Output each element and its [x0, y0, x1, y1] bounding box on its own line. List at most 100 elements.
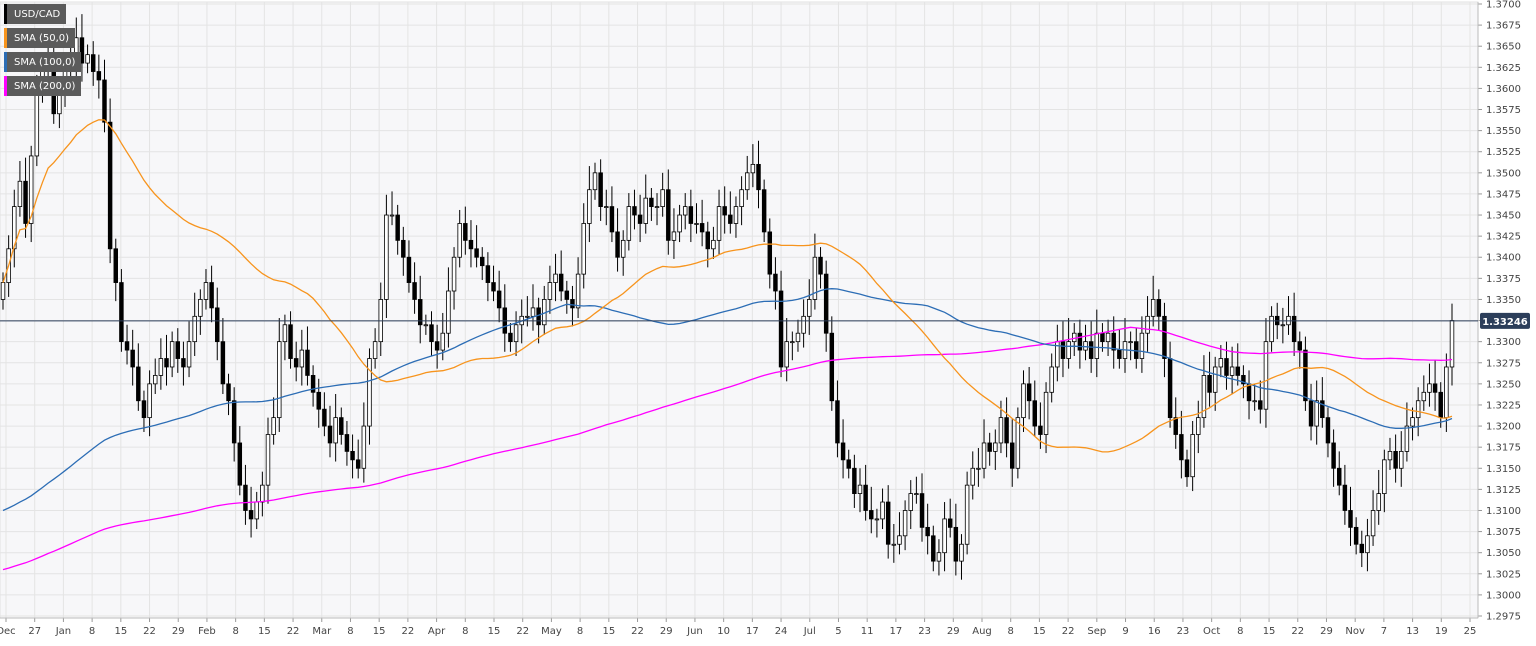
x-tick-label: 15: [373, 626, 386, 637]
x-tick-label: 23: [918, 626, 931, 637]
candle-body: [1241, 375, 1246, 385]
candle-body: [1083, 341, 1088, 351]
candle-body: [812, 256, 818, 300]
y-tick-label: 1.3425: [1486, 232, 1521, 243]
x-tick-label: Nov: [1345, 626, 1365, 637]
candle-body: [840, 442, 846, 461]
candle-body: [1427, 383, 1432, 393]
candle-body: [1314, 400, 1319, 427]
candle-body: [1043, 391, 1049, 435]
candle-body: [243, 484, 248, 511]
candle-body: [158, 358, 164, 376]
candle-body: [778, 290, 784, 368]
candle-body: [90, 54, 96, 72]
candle-body: [1308, 400, 1314, 427]
y-tick-label: 1.3175: [1486, 443, 1521, 454]
candle-body: [525, 315, 530, 318]
candle-body: [942, 518, 947, 554]
candle-body: [1117, 349, 1122, 359]
candle-body: [474, 248, 479, 258]
candle-body: [1348, 510, 1353, 528]
candle-body: [102, 79, 107, 123]
candle-body: [1382, 459, 1387, 494]
candle-body: [1263, 341, 1269, 410]
candle-body: [1179, 434, 1184, 461]
candle-body: [756, 163, 761, 191]
x-tick-label: 24: [775, 626, 788, 637]
candle-body: [1156, 299, 1162, 317]
candle-body: [558, 273, 564, 292]
candle-body: [1207, 375, 1212, 393]
candle-body: [17, 180, 23, 207]
candle-body: [220, 341, 226, 385]
candle-body: [1224, 358, 1229, 376]
candle-body: [654, 206, 660, 208]
y-tick-label: 1.3100: [1486, 506, 1521, 517]
candle-body: [1128, 341, 1133, 344]
candle-body: [463, 223, 468, 241]
candle-body: [316, 391, 321, 410]
candle-body: [209, 282, 214, 309]
candle-body: [818, 256, 823, 275]
candle-body: [609, 206, 615, 233]
candle-body: [846, 459, 851, 469]
candle-body: [350, 450, 355, 461]
candle-body: [361, 425, 367, 469]
candle-body: [181, 358, 186, 368]
y-tick-label: 1.3650: [1486, 42, 1521, 53]
x-tick-label: 25: [1464, 626, 1477, 637]
candle-body: [959, 543, 964, 562]
candle-body: [1139, 332, 1145, 359]
candle-body: [12, 206, 17, 250]
candle-body: [446, 290, 451, 334]
x-tick-label: 23: [1177, 626, 1190, 637]
candle-body: [1167, 358, 1173, 419]
candle-body: [1049, 366, 1054, 393]
candle-body: [248, 510, 254, 520]
candle-body: [265, 434, 271, 486]
candle-body: [1066, 341, 1071, 359]
candle-body: [998, 417, 1004, 444]
candle-body: [575, 273, 581, 309]
x-tick-label: 22: [402, 626, 415, 637]
x-tick-label: 7: [1381, 626, 1387, 637]
x-tick-label: Jul: [803, 626, 816, 637]
sma200-line: [2, 326, 1453, 571]
candle-body: [773, 273, 778, 292]
candle-body: [1021, 383, 1026, 419]
x-tick-label: Sep: [1087, 626, 1106, 637]
candle-body: [863, 484, 868, 511]
candle-body: [722, 206, 727, 216]
candle-body: [914, 493, 919, 496]
candle-body: [1252, 400, 1257, 403]
candle-body: [677, 214, 682, 233]
last-price-label: 1.33246: [1482, 317, 1528, 328]
candle-body: [152, 375, 158, 385]
candle-body: [1145, 315, 1150, 334]
x-tick-label: 15: [1263, 626, 1276, 637]
candle-body: [1342, 484, 1348, 511]
x-tick-label: 27: [28, 626, 41, 637]
candle-body: [271, 417, 276, 435]
candle-body: [530, 307, 536, 317]
candle-body: [885, 501, 891, 545]
candle-body: [293, 358, 299, 368]
candle-body: [1111, 332, 1116, 351]
candle-body: [964, 484, 970, 545]
last-price-badge: [1480, 312, 1530, 329]
x-tick-label: 13: [1406, 626, 1419, 637]
legend-label: USD/CAD: [14, 8, 61, 20]
candle-body: [226, 383, 231, 402]
x-tick-label: 11: [861, 626, 874, 637]
y-tick-label: 1.3700: [1486, 0, 1521, 11]
candle-body: [1038, 425, 1043, 435]
candle-body: [1297, 341, 1303, 351]
candle-body: [339, 417, 344, 435]
candle-body: [1359, 543, 1365, 554]
legend-item-sma100: SMA (100,0): [4, 52, 82, 72]
candle-body: [902, 510, 908, 537]
candle-body: [1410, 417, 1415, 427]
candle-body: [333, 417, 338, 444]
candle-body: [931, 535, 936, 562]
